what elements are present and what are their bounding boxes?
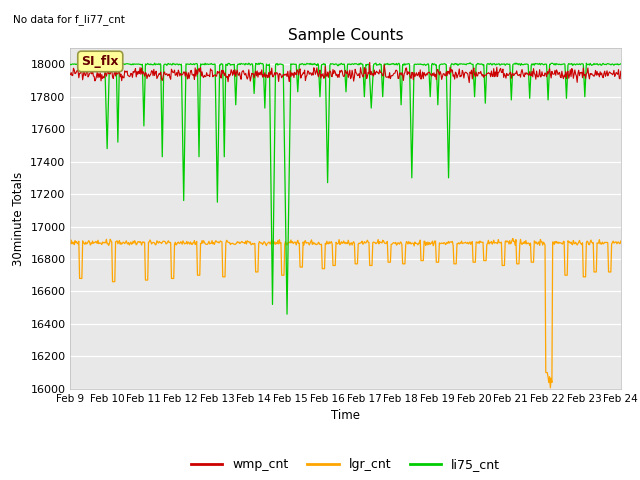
Text: No data for f_li77_cnt: No data for f_li77_cnt [13,14,125,25]
Legend: wmp_cnt, lgr_cnt, li75_cnt: wmp_cnt, lgr_cnt, li75_cnt [186,453,505,476]
Text: SI_flx: SI_flx [81,55,119,68]
Title: Sample Counts: Sample Counts [288,28,403,43]
X-axis label: Time: Time [331,409,360,422]
Y-axis label: 30minute Totals: 30minute Totals [12,171,25,265]
